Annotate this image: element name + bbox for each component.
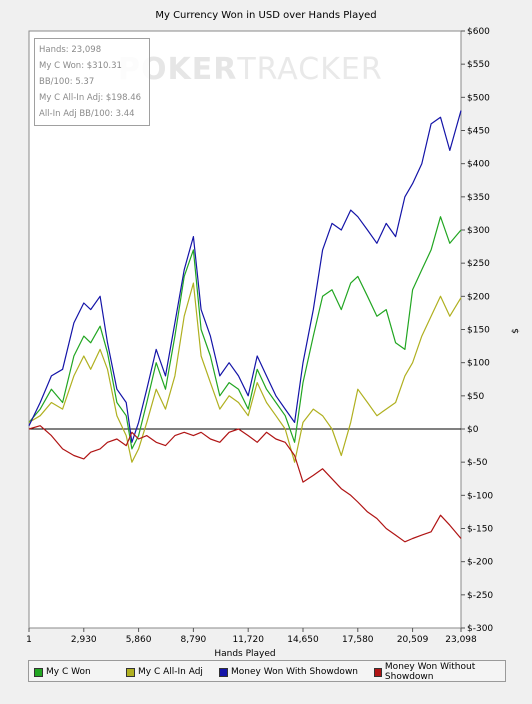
legend-swatch-icon: [126, 667, 135, 677]
y-tick-label: $500: [467, 93, 490, 103]
stats-allin: My C All-In Adj: $198.46: [39, 93, 142, 103]
y-tick-label: $-100: [467, 491, 493, 501]
legend-label: My C Won: [46, 667, 91, 677]
x-tick-label: 8,790: [181, 635, 207, 645]
y-tick-label: $150: [467, 326, 490, 336]
legend-item-with-showdown: Money Won With Showdown: [219, 666, 358, 678]
legend-swatch-icon: [219, 667, 228, 677]
y-tick-label: $-250: [467, 591, 493, 601]
series-line-money-won-with-showdown: [28, 110, 462, 443]
stats-allin-bb100: All-In Adj BB/100: 3.44: [39, 109, 135, 119]
x-tick-label: 17,580: [342, 635, 374, 645]
y-axis-label: $: [511, 328, 521, 334]
x-tick-label: 23,098: [445, 635, 477, 645]
x-tick-label: 20,509: [397, 635, 429, 645]
legend-label: My C All-In Adj: [138, 667, 203, 677]
stats-box: Hands: 23,098 My C Won: $310.31 BB/100: …: [34, 38, 150, 126]
y-tick-label: $-150: [467, 525, 493, 535]
y-axis: $-300 $-250 $-200 $-150 $-100 $-50 $0 $50 $100 $1…: [461, 27, 493, 634]
x-axis-label: Hands Played: [214, 649, 275, 659]
legend-item-my-c-won: My C Won: [34, 666, 91, 678]
legend-item-without-showdown: Money Won Without Showdown: [374, 662, 505, 682]
y-tick-label: $400: [467, 160, 490, 170]
legend-item-all-in-adj: My C All-In Adj: [126, 666, 203, 678]
y-tick-label: $600: [467, 27, 490, 37]
y-tick-label: $-50: [467, 458, 488, 468]
x-tick-label: 5,860: [126, 635, 152, 645]
y-tick-label: $550: [467, 60, 490, 70]
stats-bb100: BB/100: 5.37: [39, 77, 95, 87]
y-tick-label: $350: [467, 193, 490, 203]
y-tick-label: $200: [467, 292, 490, 302]
x-axis: 1 2,930 5,860 8,790 11,720 14,650 17,580 20,509…: [26, 628, 477, 645]
y-tick-label: $-300: [467, 624, 493, 634]
watermark-logo: POKERTRACKER: [118, 52, 383, 87]
y-tick-label: $250: [467, 259, 490, 269]
y-tick-label: $100: [467, 359, 490, 369]
x-tick-label: 14,650: [287, 635, 319, 645]
x-tick-label: 2,930: [71, 635, 97, 645]
legend-swatch-icon: [34, 667, 43, 677]
y-tick-label: $0: [467, 425, 479, 435]
series-line-my-c-won: [28, 216, 462, 450]
x-tick-label: 1: [26, 635, 32, 645]
y-tick-label: $-200: [467, 558, 493, 568]
legend: My C Won My C All-In Adj Money Won With …: [28, 660, 506, 682]
stats-won: My C Won: $310.31: [39, 61, 122, 71]
chart-title: My Currency Won in USD over Hands Played: [155, 10, 376, 21]
y-tick-label: $50: [467, 392, 484, 402]
series-line-my-c-all-in-adj: [28, 282, 462, 463]
legend-swatch-icon: [374, 667, 382, 677]
legend-label: Money Won Without Showdown: [384, 662, 476, 682]
y-tick-label: $450: [467, 127, 490, 137]
x-tick-label: 11,720: [232, 635, 264, 645]
series-layer: [28, 110, 462, 543]
legend-label: Money Won With Showdown: [231, 667, 359, 677]
y-tick-label: $300: [467, 226, 490, 236]
stats-hands: Hands: 23,098: [39, 45, 102, 55]
series-line-money-won-without-showdown: [28, 425, 462, 543]
